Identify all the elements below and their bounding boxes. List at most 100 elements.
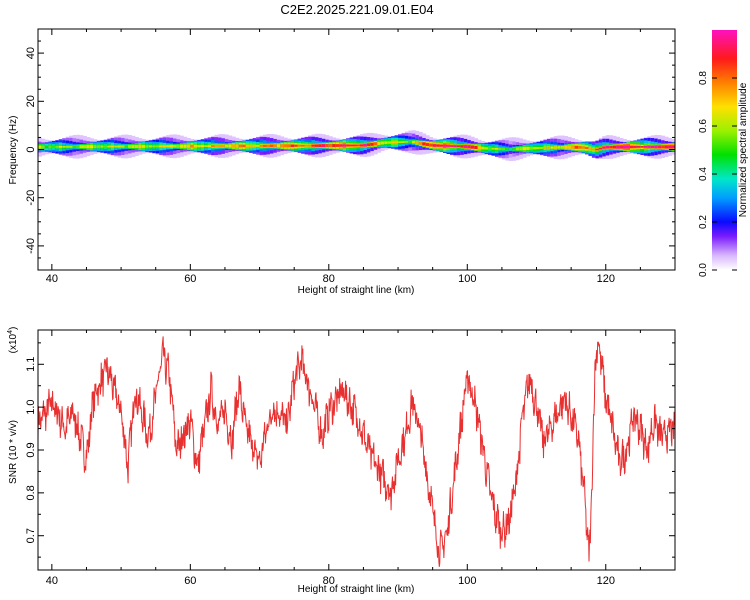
spectrogram-cell: [539, 146, 544, 149]
spectrogram-cell: [408, 140, 413, 143]
spectrogram-cell: [342, 144, 347, 147]
spectrogram-cell: [598, 147, 603, 150]
spectrogram-cell: [623, 145, 627, 149]
spectrogram-cell: [249, 144, 254, 147]
spectrogram-cell: [353, 144, 357, 147]
spectrogram-cell: [197, 145, 202, 148]
spectrogram-cell: [72, 145, 77, 148]
spectrogram-x-tick-label: 40: [46, 273, 58, 285]
spectrogram-cell: [276, 144, 281, 148]
spectrogram-cell: [169, 145, 174, 148]
spectrogram-cell: [44, 145, 49, 149]
spectrogram-cell: [110, 145, 115, 148]
snr-y-axis: 0.7 0.8 0.9 1.0 1.1: [25, 342, 675, 558]
spectrogram-cell: [176, 144, 181, 148]
spectrogram-cell: [533, 146, 537, 150]
spectrogram-y-tick-label: -20: [25, 190, 37, 206]
spectrogram-cell: [304, 144, 309, 147]
spectrogram-cell: [235, 144, 240, 148]
spectrogram-cell: [69, 145, 74, 148]
spectrogram-cell: [38, 145, 42, 149]
spectrogram-x-tick-label: 60: [184, 273, 196, 285]
spectrogram-cell: [335, 144, 340, 147]
spectrogram-cell: [290, 144, 295, 147]
spectrogram-cell: [86, 145, 91, 149]
spectrogram-cell: [366, 143, 371, 147]
spectrogram-cell: [200, 145, 205, 148]
spectrogram-cell: [349, 144, 354, 147]
spectrogram-cell: [256, 145, 260, 147]
spectrogram-cell: [588, 147, 593, 150]
figure-title: C2E2.2025.221.09.01.E04: [280, 2, 433, 17]
spectrogram-cell: [155, 145, 160, 148]
spectrogram-cell: [553, 146, 558, 149]
spectrogram-cell: [269, 144, 274, 148]
spectrogram-cell: [591, 148, 596, 151]
spectrogram-cell: [391, 141, 395, 144]
spectrogram-cell: [173, 144, 177, 148]
spectrogram-cell: [443, 144, 447, 147]
spectrogram-cell: [259, 144, 264, 147]
spectrogram-cell: [211, 145, 215, 148]
spectrogram-cell: [221, 144, 226, 148]
spectrogram-cell: [602, 146, 607, 149]
spectrogram-cell: [380, 141, 385, 145]
spectrogram-cell: [124, 145, 129, 148]
spectrogram-cell: [526, 146, 530, 150]
spectrogram-cell: [661, 145, 666, 149]
spectrogram-x-tick-label: 120: [597, 273, 615, 285]
spectrogram-cell: [280, 144, 285, 148]
spectrogram-cell: [654, 145, 659, 149]
spectrogram-cell: [273, 144, 278, 148]
spectrogram-cell: [584, 146, 589, 150]
spectrogram-y-tick-label: -40: [25, 238, 37, 254]
spectrogram-cell: [103, 145, 108, 148]
snr-x-tick-label: 80: [323, 575, 335, 587]
spectrogram-cell: [266, 144, 271, 148]
spectrogram-cell: [422, 142, 427, 146]
spectrogram-cell: [356, 144, 361, 147]
colorbar: 0.0 0.2 0.4 0.6 0.8 Normalized spectral ampl…: [698, 30, 749, 277]
spectrogram-cell: [460, 145, 465, 148]
spectrogram-x-tick-label: 80: [323, 273, 335, 285]
snr-x-tick-label: 40: [46, 575, 58, 587]
spectrogram-cell: [436, 144, 440, 147]
spectrogram-cell: [398, 141, 402, 144]
snr-x-axis: 40 60 80 100 120: [46, 330, 676, 587]
snr-x-tick-label: 100: [458, 575, 476, 587]
spectrogram-x-tick-label: 100: [458, 273, 476, 285]
spectrogram-cell: [467, 145, 472, 149]
snr-frame: [37, 329, 676, 571]
spectrogram-cell: [107, 145, 112, 148]
spectrogram-x-label: Height of straight line (km): [298, 285, 415, 296]
spectrogram-cell: [664, 145, 669, 149]
snr-x-tick-label: 60: [184, 575, 196, 587]
spectrogram-cell: [415, 141, 420, 145]
snr-multiplier-close: ): [8, 327, 19, 330]
spectrogram-cell: [117, 145, 122, 148]
spectrogram-cell: [567, 145, 572, 149]
spectrogram-cell: [508, 147, 513, 151]
spectrogram-cell: [616, 145, 621, 149]
spectrogram-cell: [242, 144, 247, 148]
spectrogram-cell: [325, 144, 330, 148]
spectrogram-cell: [321, 144, 326, 148]
spectrogram-cell: [41, 145, 46, 149]
spectrogram-cell: [605, 145, 610, 149]
snr-x-tick-label: 120: [597, 575, 615, 587]
spectrogram-cell: [204, 145, 209, 147]
snr-x-label: Height of straight line (km): [298, 584, 415, 595]
snr-y-tick-label: 0.7: [25, 528, 37, 543]
spectrogram-cell: [89, 145, 94, 149]
spectrogram-y-tick-label: 40: [25, 47, 37, 59]
spectrogram-cell: [574, 145, 579, 149]
snr-series-line: [38, 336, 675, 567]
spectrogram-cell: [224, 144, 229, 148]
spectrogram-cell: [152, 145, 157, 148]
spectrogram-cell: [231, 144, 236, 148]
spectrogram-cell: [65, 145, 70, 148]
spectrogram-cell: [387, 141, 392, 144]
spectrogram-cell: [612, 145, 617, 149]
spectrogram-cell: [218, 144, 222, 148]
spectrogram-cell: [578, 146, 582, 149]
